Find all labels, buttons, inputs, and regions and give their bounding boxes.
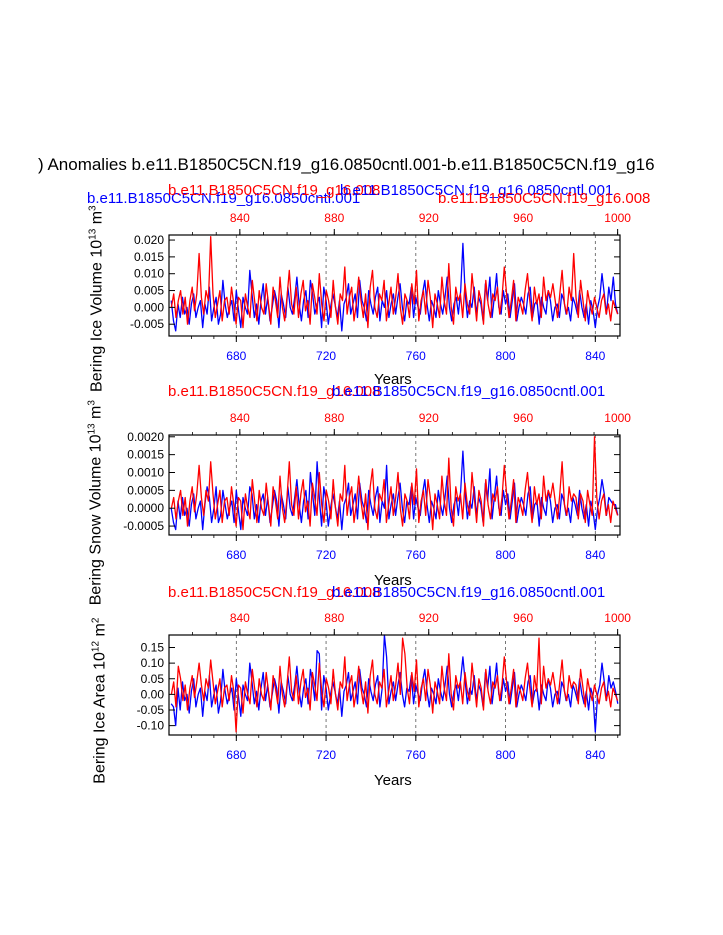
plot3-xtick-label-top: 960 [513,611,533,625]
plot1-xtick-label-top: 1000 [604,211,631,225]
plot2-ytick-label: -0.0005 [123,519,164,533]
plot3-xtick-label-bottom: 720 [316,748,336,762]
plot2-series-control-line [170,450,619,531]
plot3-ytick-label: 0.15 [141,641,165,655]
plot3-xtick-label-top: 840 [230,611,250,625]
plot1-ytick-label: -0.005 [130,317,164,331]
plot3-ytick-label: 0.00 [141,687,165,701]
plot2-xtick-label-top: 960 [513,411,533,425]
header-label-control-overlap: b.e11.B1850C5CN.f19_g16.0850cntl.001 [340,182,614,199]
header-label-control: b.e11.B1850C5CN.f19_g16.0850cntl.001 [87,190,361,207]
plot1-ytick-label: 0.005 [134,284,164,298]
plot1-xtick-label-top: 840 [230,211,250,225]
plot1-series-control-line [170,242,619,332]
plot2-xtick-label-top: 1000 [604,411,631,425]
plot1-ytick-label: 0.020 [134,233,164,247]
plot2-xtick-label-bottom: 840 [585,548,605,562]
plot2-ytick-label: 0.0015 [127,448,164,462]
plot3-title-control: b.e11.B1850C5CN.f19_g16.0850cntl.001 [332,584,606,601]
plot3-ytick-label: 0.10 [141,656,165,670]
plot2-xtick-label-bottom: 680 [226,548,246,562]
plot1-xtick-label-bottom: 720 [316,349,336,363]
plot2-ytick-label: 0.0020 [127,430,164,444]
plot3-ytick-label: 0.05 [141,672,165,686]
plot2-xlabel: Years [374,572,412,589]
plot1-xtick-label-top: 960 [513,211,533,225]
plot1-xtick-label-bottom: 800 [496,349,516,363]
plot2-xtick-label-bottom: 800 [496,548,516,562]
plot2-xtick-label-top: 840 [230,411,250,425]
plot2-frame [168,434,621,536]
plot1-xtick-label-top: 920 [419,211,439,225]
plot3-xtick-label-bottom: 680 [226,748,246,762]
plot3-xtick-label-top: 920 [419,611,439,625]
plot2-ytick-label: 0.0005 [127,483,164,497]
plot3-ytick-label: -0.05 [137,703,165,717]
plot3-xtick-label-top: 1000 [604,611,631,625]
plot1-series-experiment-line [170,236,619,329]
plot1-xtick-label-bottom: 760 [406,349,426,363]
plot2-ytick-label: 0.0010 [127,466,164,480]
plot1-xtick-label-bottom: 680 [226,349,246,363]
plot3-ytick-label: -0.10 [137,719,165,733]
plot2-title-control: b.e11.B1850C5CN.f19_g16.0850cntl.001 [332,383,606,400]
plot1-ytick-label: 0.010 [134,267,164,281]
plot1-xtick-label-bottom: 840 [585,349,605,363]
plot3-frame [168,634,621,736]
plot2-xtick-label-top: 920 [419,411,439,425]
header-label-experiment-right: b.e11.B1850C5CN.f19_g16.008 [438,190,651,207]
plot2-ytick-label: 0.0000 [127,501,164,515]
plot2-xtick-label-bottom: 760 [406,548,426,562]
plot1-ytick-label: 0.015 [134,250,164,264]
plot1-xtick-label-top: 880 [324,211,344,225]
plot3-xlabel: Years [374,772,412,789]
plot3-series-experiment-line [170,637,619,733]
plot1-frame [168,234,621,337]
plot3-xtick-label-bottom: 840 [585,748,605,762]
plot2-title-experiment: b.e11.B1850C5CN.f19_g16.008 [168,383,381,400]
plot3-title-experiment: b.e11.B1850C5CN.f19_g16.008 [168,584,381,601]
plot1-xlabel: Years [374,371,412,388]
plot2-xtick-label-bottom: 720 [316,548,336,562]
plot3-xtick-label-bottom: 800 [496,748,516,762]
plot3-xtick-label-top: 880 [324,611,344,625]
page-title: ) Anomalies b.e11.B1850C5CN.f19_g16.0850… [38,155,655,174]
plot2-xtick-label-top: 880 [324,411,344,425]
header-label-experiment-overlap: b.e11.B1850C5CN.f19_g16.008 [168,182,381,199]
plot2-series-experiment-line [170,436,619,531]
plot3-xtick-label-bottom: 760 [406,748,426,762]
plot1-ytick-label: 0.000 [134,300,164,314]
